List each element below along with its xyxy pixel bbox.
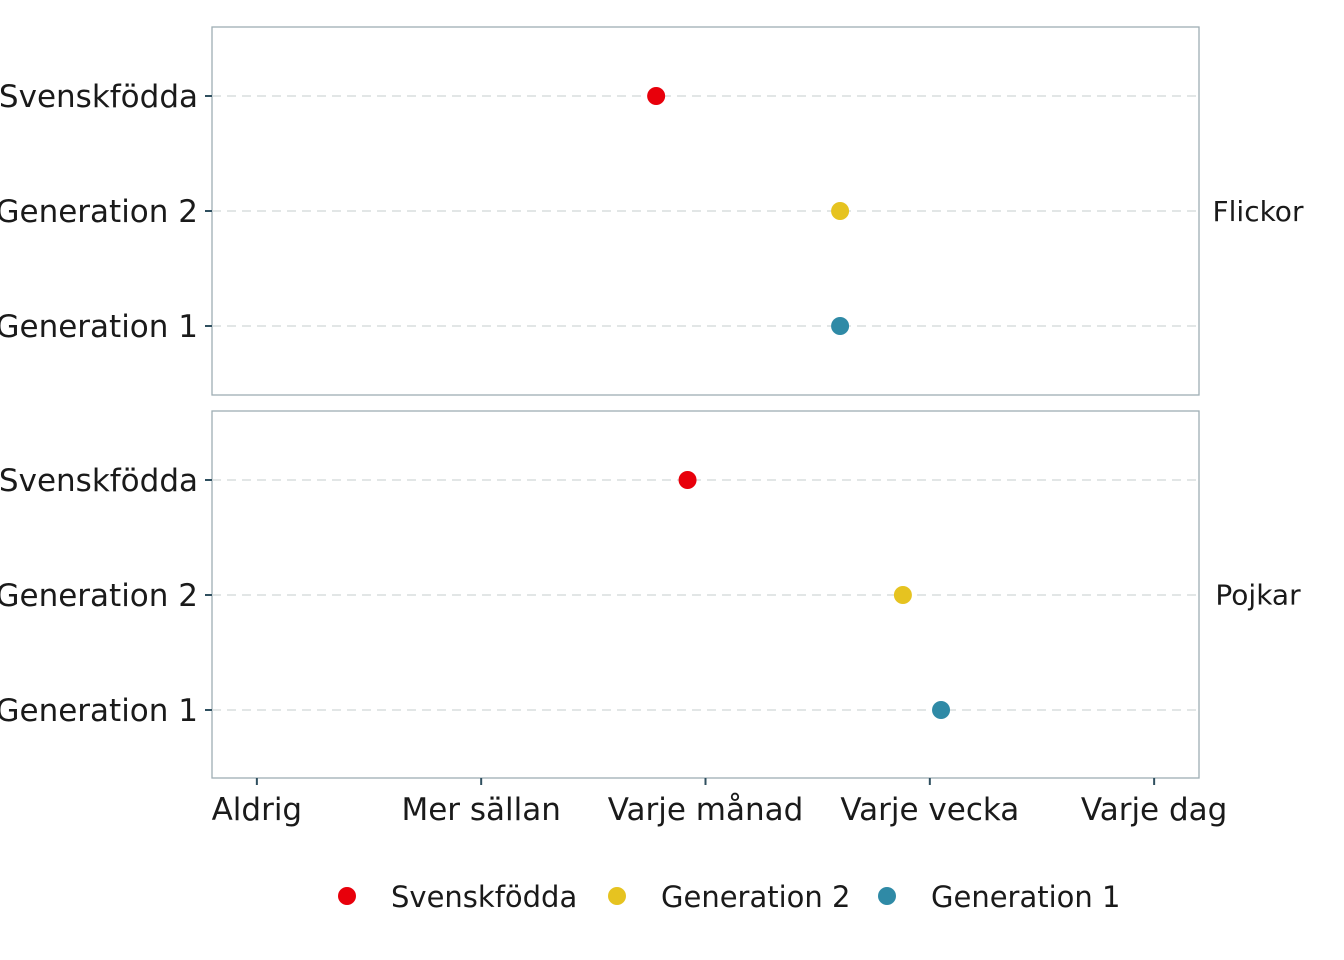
- legend-swatch: [878, 887, 896, 905]
- data-point-pojkar: [932, 701, 951, 719]
- data-point-flickor: [831, 202, 850, 220]
- x-tick-label: Aldrig: [212, 792, 303, 828]
- panel-frame-pojkar: [211, 410, 1200, 779]
- y-tick-label: Svenskfödda: [0, 463, 198, 499]
- y-tick-label: Svenskfödda: [0, 79, 198, 115]
- x-tick-label: Varje dag: [1081, 792, 1227, 828]
- legend-swatch: [338, 887, 356, 905]
- legend-label: Svenskfödda: [391, 880, 577, 914]
- y-tick-label: Generation 1: [0, 309, 198, 345]
- legend-label: Generation 1: [931, 880, 1120, 914]
- data-point-flickor: [831, 317, 850, 335]
- y-tick-label: Generation 1: [0, 693, 198, 729]
- y-tick-label: Generation 2: [0, 194, 198, 230]
- data-point-pojkar: [893, 586, 912, 604]
- x-tick-label: Varje månad: [608, 792, 804, 828]
- x-tick-label: Mer sällan: [401, 792, 560, 828]
- y-tick-label: Generation 2: [0, 578, 198, 614]
- strip-label-pojkar: Pojkar: [1215, 579, 1301, 612]
- x-tick-label: Varje vecka: [840, 792, 1019, 828]
- strip-label-flickor: Flickor: [1213, 195, 1304, 228]
- data-point-flickor: [647, 87, 666, 105]
- panel-frame-flickor: [211, 26, 1200, 396]
- data-point-pojkar: [678, 471, 697, 489]
- legend-swatch: [608, 887, 626, 905]
- legend-label: Generation 2: [661, 880, 850, 914]
